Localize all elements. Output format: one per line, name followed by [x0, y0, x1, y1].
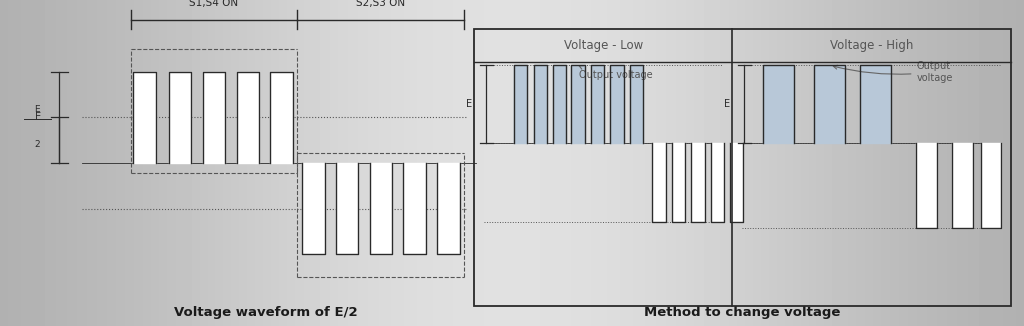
- Text: E: E: [35, 112, 41, 122]
- Text: E: E: [724, 99, 730, 109]
- Text: Method to change voltage: Method to change voltage: [644, 306, 841, 319]
- Bar: [474, 29, 1011, 306]
- Text: E: E: [34, 105, 40, 114]
- Text: 2: 2: [34, 140, 40, 149]
- Text: Voltage - High: Voltage - High: [829, 39, 913, 52]
- Text: S1,S4 ON: S1,S4 ON: [189, 0, 239, 8]
- Text: Voltage waveform of E/2: Voltage waveform of E/2: [174, 306, 358, 319]
- Text: Output
voltage: Output voltage: [834, 61, 953, 82]
- Text: S2,S3 ON: S2,S3 ON: [356, 0, 404, 8]
- Text: Output voltage: Output voltage: [579, 66, 652, 80]
- Text: Voltage - Low: Voltage - Low: [563, 39, 643, 52]
- Text: E: E: [466, 99, 472, 109]
